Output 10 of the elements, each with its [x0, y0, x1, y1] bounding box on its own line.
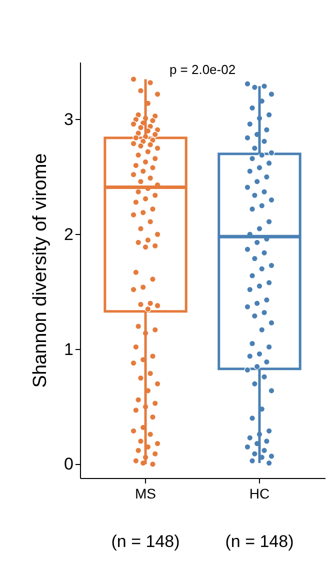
y-tick-label: 0 [64, 454, 74, 474]
y-tick-label: 3 [64, 110, 74, 129]
text: (n = 148) [225, 532, 294, 551]
x-tick-label: HC [249, 486, 270, 502]
text: (n = 148) [111, 532, 180, 551]
y-axis-title: Shannon diversity of virome [30, 153, 52, 388]
y-tick-label: 1 [64, 340, 74, 359]
annotation: p = 2.0e-02 [169, 62, 236, 77]
x-tick-label: MS [135, 486, 156, 502]
y-tick-label: 2 [64, 224, 74, 244]
